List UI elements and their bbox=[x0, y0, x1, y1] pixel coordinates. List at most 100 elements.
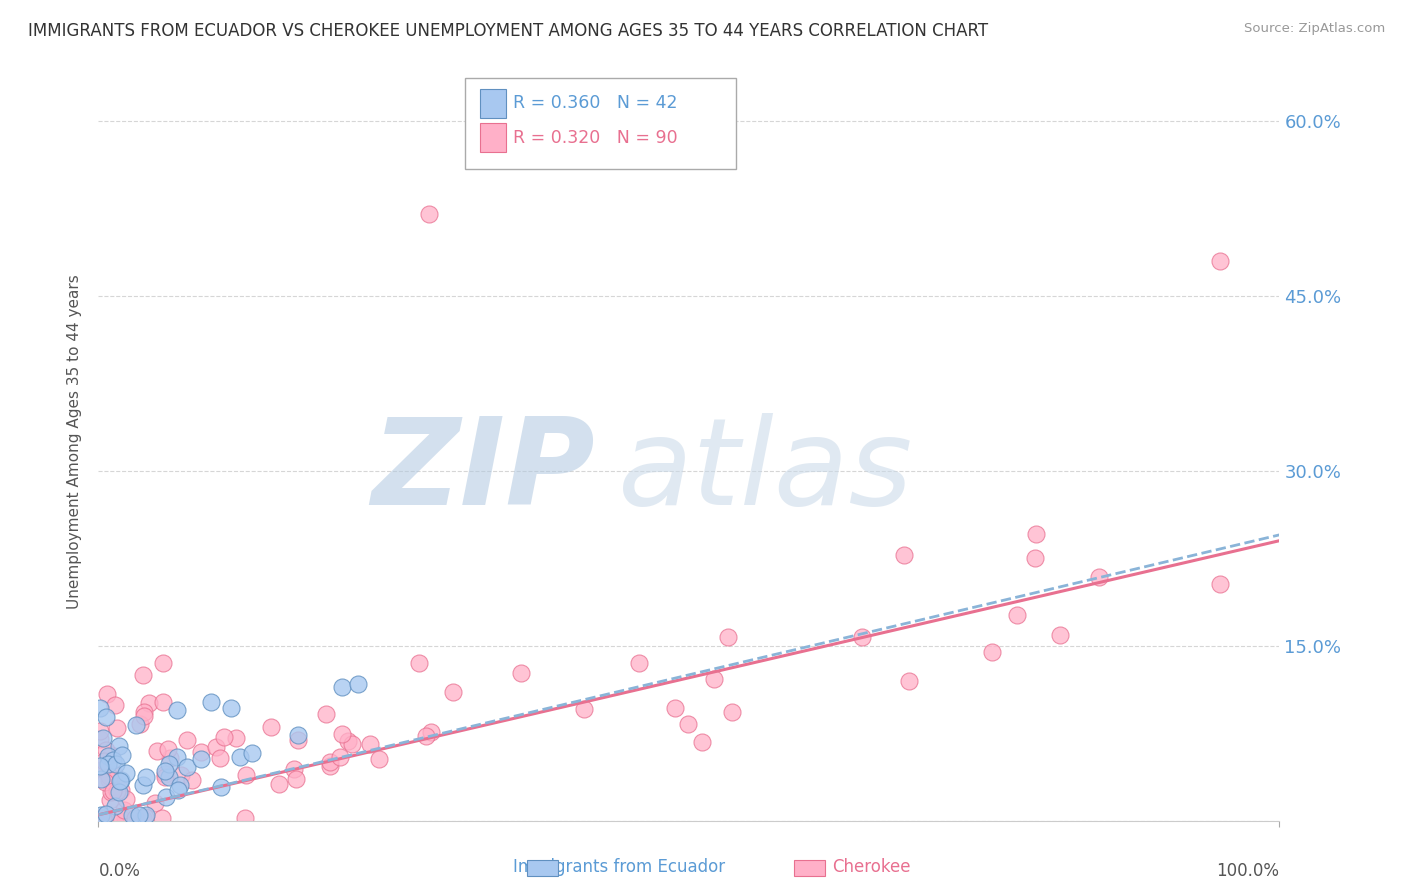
Point bbox=[89, 701, 111, 715]
Point bbox=[329, 749, 352, 764]
Point bbox=[90, 772, 112, 786]
Point bbox=[91, 762, 114, 776]
Point bbox=[181, 773, 204, 788]
Point bbox=[225, 731, 247, 745]
Point bbox=[159, 751, 181, 765]
Point bbox=[97, 757, 120, 772]
Point bbox=[893, 548, 915, 562]
Text: Cherokee: Cherokee bbox=[832, 858, 911, 876]
Point bbox=[200, 695, 222, 709]
Point bbox=[717, 631, 740, 645]
Text: 100.0%: 100.0% bbox=[1216, 863, 1279, 880]
Point bbox=[104, 811, 127, 825]
Point bbox=[125, 717, 148, 731]
Point bbox=[94, 710, 117, 724]
Point bbox=[190, 745, 212, 759]
Point bbox=[110, 772, 132, 787]
Point bbox=[1049, 628, 1071, 642]
Point bbox=[166, 750, 188, 764]
Point bbox=[104, 698, 127, 712]
Point bbox=[627, 657, 650, 671]
Text: atlas: atlas bbox=[619, 413, 914, 531]
Point bbox=[212, 730, 235, 744]
Point bbox=[176, 732, 198, 747]
Point bbox=[135, 770, 157, 784]
Point bbox=[89, 811, 111, 825]
Point bbox=[132, 778, 155, 792]
Point bbox=[155, 789, 177, 804]
Text: ZIP: ZIP bbox=[371, 413, 595, 531]
Point bbox=[111, 748, 134, 763]
Point bbox=[676, 717, 699, 731]
Point bbox=[721, 706, 744, 720]
Point bbox=[1209, 253, 1232, 268]
Point bbox=[319, 755, 342, 769]
Point bbox=[94, 807, 117, 822]
Point bbox=[94, 811, 117, 825]
Point bbox=[415, 729, 437, 743]
Point bbox=[260, 721, 283, 735]
Text: R = 0.320   N = 90: R = 0.320 N = 90 bbox=[513, 128, 678, 146]
Point bbox=[150, 811, 173, 825]
Point bbox=[1024, 550, 1046, 565]
Point bbox=[100, 748, 122, 763]
Point bbox=[664, 700, 686, 714]
Point bbox=[156, 742, 179, 756]
Point bbox=[110, 773, 132, 788]
Text: 0.0%: 0.0% bbox=[98, 863, 141, 880]
Point bbox=[851, 630, 873, 644]
Point bbox=[97, 772, 120, 787]
Point bbox=[1025, 527, 1047, 541]
Y-axis label: Unemployment Among Ages 35 to 44 years: Unemployment Among Ages 35 to 44 years bbox=[67, 274, 83, 609]
Point bbox=[101, 784, 124, 798]
Point bbox=[114, 811, 136, 825]
Point bbox=[105, 784, 128, 798]
Point bbox=[235, 811, 257, 825]
FancyBboxPatch shape bbox=[464, 78, 737, 169]
Point bbox=[510, 665, 533, 680]
Point bbox=[132, 705, 155, 719]
Point bbox=[96, 743, 118, 757]
Point bbox=[240, 746, 263, 760]
Point bbox=[138, 697, 160, 711]
Point bbox=[418, 207, 440, 221]
Bar bbox=[479, 123, 506, 152]
Point bbox=[101, 753, 124, 767]
Point bbox=[336, 734, 359, 748]
Point bbox=[108, 785, 131, 799]
Point bbox=[89, 759, 111, 773]
Point bbox=[132, 811, 155, 825]
Point bbox=[152, 695, 174, 709]
Point bbox=[114, 766, 136, 780]
Point bbox=[155, 764, 177, 778]
Point bbox=[219, 701, 242, 715]
Point bbox=[155, 771, 177, 785]
Point bbox=[97, 748, 120, 763]
Point bbox=[572, 702, 595, 716]
Point bbox=[143, 796, 166, 810]
Point bbox=[91, 811, 114, 825]
Point bbox=[98, 793, 121, 807]
Text: Source: ZipAtlas.com: Source: ZipAtlas.com bbox=[1244, 22, 1385, 36]
Point bbox=[93, 755, 115, 769]
Point bbox=[135, 807, 157, 822]
Point bbox=[319, 759, 342, 773]
Point bbox=[330, 680, 353, 694]
Point bbox=[980, 645, 1002, 659]
Point bbox=[98, 769, 121, 783]
Point bbox=[91, 731, 114, 746]
Text: IMMIGRANTS FROM ECUADOR VS CHEROKEE UNEMPLOYMENT AMONG AGES 35 TO 44 YEARS CORRE: IMMIGRANTS FROM ECUADOR VS CHEROKEE UNEM… bbox=[28, 22, 988, 40]
Point bbox=[155, 767, 177, 781]
Point bbox=[145, 744, 167, 758]
Point bbox=[129, 717, 152, 731]
Point bbox=[284, 772, 307, 787]
Point bbox=[287, 733, 309, 747]
Point bbox=[124, 811, 146, 825]
Point bbox=[229, 750, 252, 764]
Point bbox=[690, 735, 713, 749]
Point bbox=[898, 673, 921, 688]
Point bbox=[420, 724, 443, 739]
Point bbox=[110, 783, 132, 797]
Point bbox=[176, 760, 198, 774]
Point bbox=[287, 728, 309, 742]
